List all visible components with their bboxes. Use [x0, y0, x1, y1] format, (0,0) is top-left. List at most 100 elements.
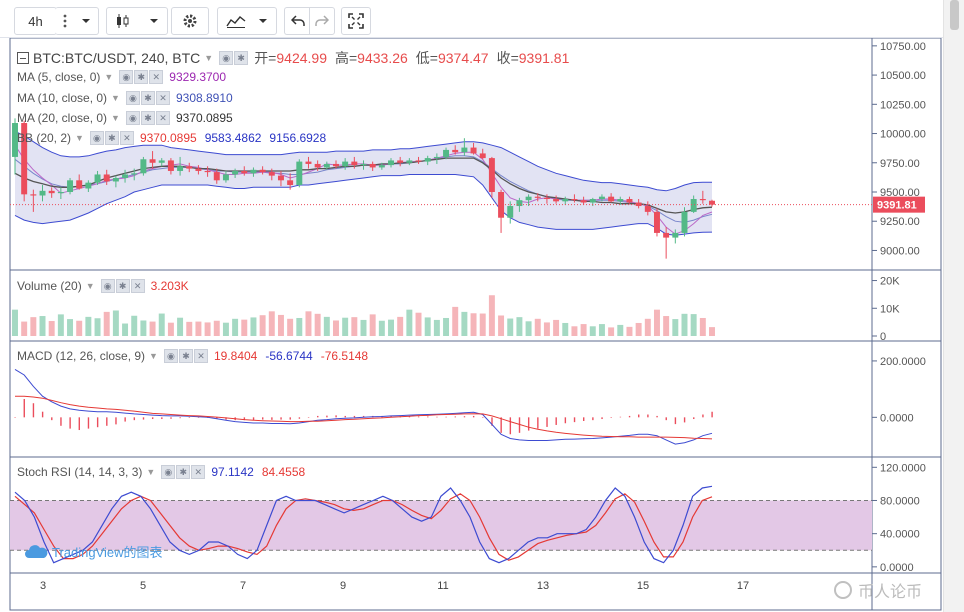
chevron-down-icon[interactable]: ▼: [149, 351, 158, 361]
indicator-controls[interactable]: ◉ ✱ ✕: [119, 70, 164, 84]
chart-area[interactable]: 9391.81 10750.00 10500.00 10250.00 10000.00…: [0, 37, 943, 612]
chevron-down-icon[interactable]: ▼: [104, 72, 114, 82]
volume-bar: [287, 318, 294, 336]
volume-bar: [122, 323, 129, 336]
bb-upper-line: [14, 130, 713, 192]
candlestick-icon: [117, 14, 129, 28]
page-scrollbar[interactable]: [943, 0, 964, 612]
collapse-icon[interactable]: [17, 52, 29, 64]
candle-down: [287, 180, 294, 185]
indicator-controls[interactable]: ◉ ✱ ✕: [100, 279, 145, 293]
interval-menu-button[interactable]: [55, 7, 99, 35]
macd-pane[interactable]: [14, 368, 713, 445]
chevron-down-icon[interactable]: ▼: [204, 53, 214, 63]
price-tick-label: 10250.00: [880, 99, 926, 111]
gear-icon: ✱: [134, 70, 149, 84]
macd-hist-bar: [693, 417, 695, 420]
volume-bar: [177, 317, 184, 336]
gear-icon: [183, 14, 197, 28]
chevron-down-icon[interactable]: ▼: [85, 281, 95, 291]
macd-hist-bar: [610, 417, 612, 418]
volume-bar: [48, 321, 55, 336]
macd-label: MACD (12, 26, close, 9): [17, 349, 146, 363]
stoch-rsi-pane[interactable]: [10, 485, 872, 564]
volume-bar: [296, 317, 303, 336]
candle-up: [507, 206, 514, 218]
gear-icon: ✱: [140, 111, 155, 125]
volume-bar: [589, 326, 596, 336]
candle-up: [525, 196, 532, 201]
price-pane[interactable]: 9391.81: [10, 118, 925, 259]
indicator-controls[interactable]: ◉ ✱ ✕: [125, 91, 170, 105]
symbol-legend: BTC:BTC/USDT, 240, BTC ▼ ◉ ✱ 开= 9424.99 高=…: [17, 48, 569, 68]
indicator-controls[interactable]: ◉ ✱ ✕: [163, 349, 208, 363]
macd-hist-bar: [179, 417, 181, 419]
volume-bar: [443, 317, 450, 336]
stoch-tick-label: 40.0000: [880, 529, 920, 541]
time-tick-label: 17: [737, 580, 749, 592]
macd-line-value: -56.6744: [265, 349, 313, 363]
last-price-label: 9391.81: [877, 200, 917, 212]
chevron-down-icon[interactable]: ▼: [111, 113, 120, 123]
volume-bar: [498, 315, 505, 336]
indicator-controls[interactable]: ◉ ✱ ✕: [125, 111, 170, 125]
macd-hist-bar: [463, 416, 466, 418]
fullscreen-button[interactable]: [341, 7, 371, 35]
volume-bar: [195, 321, 202, 336]
indicators-button[interactable]: [217, 7, 277, 35]
macd-hist-bar: [335, 415, 337, 418]
macd-hist-bar: [243, 417, 246, 421]
eye-icon: ◉: [119, 70, 134, 84]
candle-down: [351, 161, 358, 166]
volume-bar: [12, 309, 18, 336]
scrollbar-thumb[interactable]: [950, 0, 959, 30]
candle-down: [580, 200, 587, 203]
candle-up: [140, 159, 147, 174]
chart-type-button[interactable]: [106, 7, 168, 35]
macd-hist-bar: [96, 417, 99, 428]
macd-hist-bar: [326, 415, 328, 418]
candle-up: [67, 180, 74, 192]
interval-button[interactable]: 4h: [14, 7, 57, 35]
close-icon: ✕: [149, 70, 164, 84]
macd-hist-bar: [353, 415, 356, 418]
candle-down: [653, 211, 660, 233]
candle-up: [177, 166, 184, 171]
chevron-down-icon[interactable]: ▼: [111, 93, 120, 103]
volume-bar: [67, 319, 74, 336]
macd-hist-bar: [683, 417, 686, 423]
volume-pane[interactable]: [12, 295, 715, 336]
low-label: 低=: [415, 50, 438, 66]
undo-button[interactable]: [284, 7, 310, 35]
macd-hist-bar: [69, 417, 71, 429]
candle-up: [589, 199, 596, 203]
symbol-controls[interactable]: ◉ ✱: [219, 51, 249, 65]
chart-canvas[interactable]: 9391.81 10750.00 10500.00 10250.00 10000.00…: [0, 37, 943, 612]
close-icon: ✕: [155, 91, 170, 105]
macd-hist-bar: [115, 417, 117, 425]
macd-hist-bar: [573, 417, 576, 423]
chevron-down-icon[interactable]: ▼: [146, 467, 156, 477]
corner-logo: 币人论币: [834, 578, 922, 602]
volume-label: Volume (20): [17, 279, 82, 293]
volume-bar: [608, 327, 615, 336]
volume-bar: [479, 313, 486, 336]
macd-hist-bar: [78, 417, 80, 431]
indicator-controls[interactable]: ◉ ✱ ✕: [89, 131, 134, 145]
redo-button[interactable]: [309, 7, 335, 35]
macd-hist-bar: [216, 417, 218, 419]
macd-signal-line: [15, 395, 713, 440]
candle-up: [222, 174, 229, 181]
macd-hist-bar: [436, 416, 438, 418]
chevron-down-icon[interactable]: ▼: [75, 133, 84, 143]
volume-bar: [85, 316, 92, 336]
volume-bar: [277, 314, 284, 336]
macd-tick-label: 0.0000: [880, 412, 914, 424]
candle-down: [470, 147, 477, 154]
indicator-controls[interactable]: ◉ ✱ ✕: [161, 465, 206, 479]
interval-label: 4h: [28, 13, 43, 29]
settings-button[interactable]: [171, 7, 209, 35]
volume-bar: [39, 316, 46, 336]
volume-tick-label: 0: [880, 331, 886, 343]
macd-hist-bar: [317, 415, 319, 418]
